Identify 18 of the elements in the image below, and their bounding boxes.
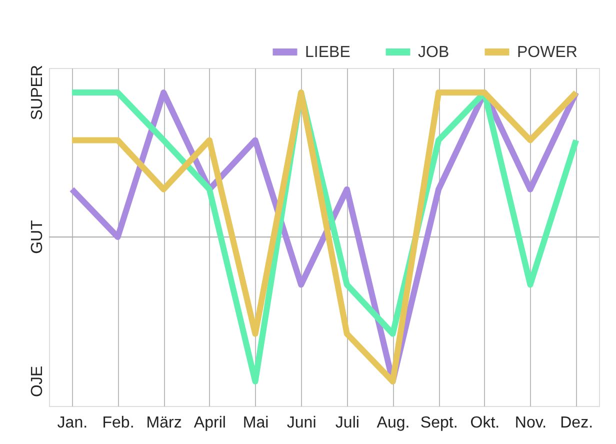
x-tick-label: Mai: [242, 414, 269, 432]
text: OJE: [29, 366, 46, 398]
legend-label: LIEBE: [305, 44, 350, 61]
x-tick-label: Jan.: [57, 414, 88, 432]
legend-label: POWER: [517, 44, 578, 61]
x-tick-label: Juni: [286, 414, 316, 432]
x-tick-label: Sept.: [420, 414, 458, 432]
x-tick-label: Okt.: [470, 414, 500, 432]
text: GUT: [29, 220, 46, 254]
x-tick-label: April: [194, 414, 226, 432]
x-tick-label: Feb.: [102, 414, 134, 432]
legend-label: JOB: [418, 44, 450, 61]
x-tick-label: Nov.: [514, 414, 547, 432]
text: SUPER: [29, 64, 46, 120]
x-tick-label: März: [146, 414, 182, 432]
x-tick-label: Aug.: [376, 414, 410, 432]
x-tick-label: Juli: [335, 414, 360, 432]
x-tick-label: Dez.: [560, 414, 594, 432]
